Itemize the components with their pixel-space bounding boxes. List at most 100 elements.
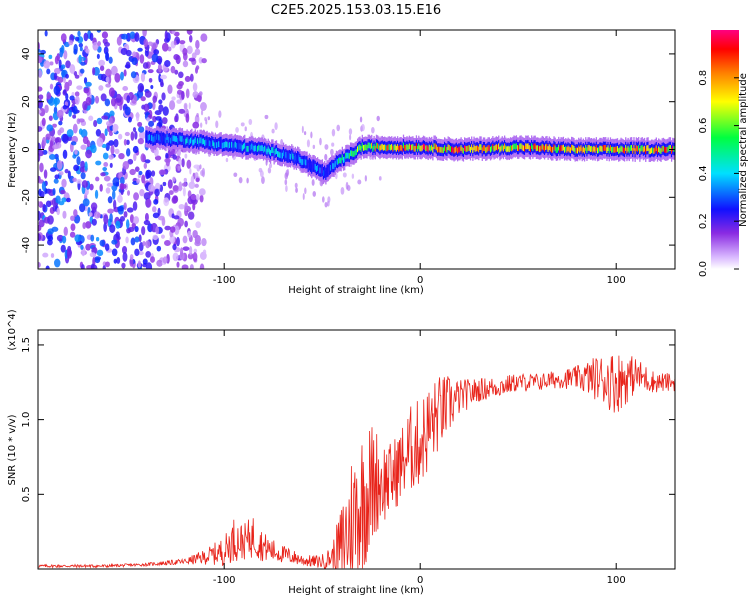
noise-speckle xyxy=(119,215,125,222)
ridge-core xyxy=(145,133,147,140)
ridge-core xyxy=(254,145,256,152)
noise-speckle xyxy=(58,171,64,176)
halo-speckle xyxy=(359,116,363,123)
spectrogram-x-tick-label: 100 xyxy=(607,275,626,286)
ridge-core xyxy=(662,145,665,152)
noise-speckle xyxy=(186,159,192,169)
halo-speckle xyxy=(361,123,365,132)
noise-speckle xyxy=(143,38,148,48)
ridge-core xyxy=(630,144,633,151)
ridge-core xyxy=(328,165,331,172)
snr-x-tick-label: -100 xyxy=(213,575,236,586)
noise-speckle xyxy=(152,115,157,123)
noise-speckle xyxy=(78,54,82,64)
ridge-core xyxy=(204,140,206,146)
ridge-core xyxy=(486,146,488,153)
noise-speckle xyxy=(38,262,41,268)
noise-speckle xyxy=(108,87,115,97)
noise-speckle xyxy=(72,123,78,134)
ridge-core xyxy=(600,145,602,152)
ridge-core xyxy=(298,155,300,161)
noise-speckle xyxy=(148,190,153,196)
noise-speckle xyxy=(188,181,196,189)
noise-speckle xyxy=(83,77,88,84)
ridge-core xyxy=(271,147,273,153)
ridge-core xyxy=(580,145,582,151)
ridge-core xyxy=(606,147,608,154)
halo-speckle xyxy=(302,193,305,200)
noise-speckle xyxy=(178,203,185,210)
halo-speckle xyxy=(225,157,229,163)
ridge-core xyxy=(261,145,264,152)
noise-speckle xyxy=(38,109,42,114)
ridge-core xyxy=(368,142,371,149)
ridge-core xyxy=(195,139,198,146)
noise-speckle xyxy=(74,234,81,243)
noise-speckle xyxy=(202,249,207,255)
ridge-core xyxy=(148,134,151,140)
ridge-core xyxy=(288,153,291,160)
spectrogram-x-axis-label: Height of straight line (km) xyxy=(288,285,424,296)
ridge-core xyxy=(431,144,433,151)
noise-speckle xyxy=(176,261,180,268)
ridge-core xyxy=(666,147,668,153)
ridge-core xyxy=(224,142,226,148)
noise-speckle xyxy=(111,239,118,245)
noise-speckle xyxy=(53,178,59,184)
noise-speckle xyxy=(38,233,42,242)
ridge-core xyxy=(342,157,345,163)
noise-speckle xyxy=(152,101,156,110)
noise-speckle xyxy=(118,152,125,160)
noise-speckle xyxy=(187,230,192,238)
ridge-core xyxy=(588,145,590,151)
noise-speckle xyxy=(163,197,170,207)
ridge-core xyxy=(414,145,416,152)
ridge-core xyxy=(260,145,262,152)
ridge-core xyxy=(511,145,513,152)
ridge-core xyxy=(359,144,361,151)
noise-speckle xyxy=(66,249,72,259)
noise-speckle xyxy=(134,248,140,257)
noise-speckle xyxy=(61,235,67,244)
noise-speckle xyxy=(108,131,113,137)
ridge-core xyxy=(264,145,266,152)
noise-speckle xyxy=(44,104,49,114)
ridge-core xyxy=(469,146,472,153)
ridge-core xyxy=(555,147,558,154)
ridge-core xyxy=(373,143,375,150)
noise-speckle xyxy=(38,56,43,64)
ridge-core xyxy=(393,144,395,151)
ridge-core xyxy=(186,137,188,144)
noise-speckle xyxy=(179,40,186,45)
ridge-core xyxy=(291,152,293,158)
ridge-core xyxy=(642,146,645,153)
spectrogram-y-axis-label: Frequency (Hz) xyxy=(7,112,18,188)
ridge-core xyxy=(460,145,462,151)
ridge-core xyxy=(451,146,453,153)
halo-speckle xyxy=(285,185,288,192)
noise-speckle xyxy=(117,194,123,203)
noise-speckle xyxy=(102,166,108,172)
ridge-core xyxy=(572,144,574,151)
noise-speckle xyxy=(38,69,43,79)
noise-speckle xyxy=(131,51,137,58)
ridge-core xyxy=(181,135,184,142)
noise-speckle xyxy=(63,50,68,60)
ridge-core xyxy=(362,145,365,151)
ridge-core xyxy=(599,145,601,152)
noise-speckle xyxy=(57,129,62,136)
noise-speckle xyxy=(113,138,119,148)
noise-speckle xyxy=(91,218,97,226)
ridge-core xyxy=(420,145,422,152)
ridge-core xyxy=(208,140,211,147)
ridge-core xyxy=(401,145,403,152)
halo-speckle xyxy=(183,102,188,110)
spectrogram-y-tick-label: 20 xyxy=(21,95,32,108)
ridge-core xyxy=(272,147,274,153)
noise-speckle xyxy=(63,89,67,95)
noise-speckle xyxy=(123,138,127,146)
ridge-core xyxy=(461,147,463,153)
noise-speckle xyxy=(171,30,176,35)
noise-speckle xyxy=(89,183,94,191)
ridge-core xyxy=(380,144,382,151)
